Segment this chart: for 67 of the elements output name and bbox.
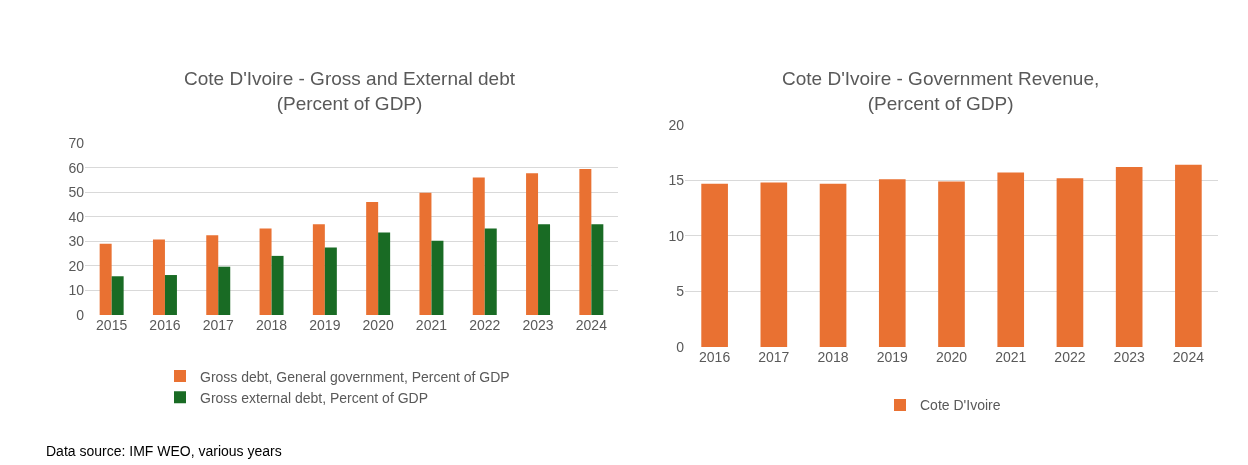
bar — [472, 177, 485, 316]
x-tick-label: 2017 — [202, 317, 235, 334]
x-tick-label: 2020 — [935, 348, 968, 365]
y-tick-label: 15 — [668, 172, 685, 189]
bar — [538, 224, 551, 316]
x-tick-label: 2024 — [1172, 348, 1205, 365]
bar — [164, 275, 177, 316]
bar — [206, 235, 219, 316]
x-tick-label: 2024 — [575, 317, 608, 334]
bar — [579, 168, 592, 316]
bar — [1056, 178, 1084, 347]
x-tick-label: 2017 — [758, 348, 790, 365]
x-tick-label: 2019 — [876, 348, 909, 365]
bar — [701, 183, 728, 347]
bar — [526, 173, 539, 316]
bar — [111, 276, 124, 316]
bar — [324, 247, 337, 316]
bar — [378, 232, 391, 316]
x-tick-label: 2016 — [149, 317, 181, 334]
x-tick-label: 2018 — [817, 348, 849, 365]
y-tick-label: 10 — [668, 227, 685, 244]
x-tick-label: 2015 — [96, 317, 128, 334]
y-tick-label: 70 — [68, 135, 85, 152]
bar — [760, 182, 788, 347]
x-tick-label: 2021 — [415, 317, 448, 334]
bar — [259, 228, 272, 316]
x-tick-label: 2021 — [995, 348, 1027, 365]
x-tick-label: 2019 — [309, 317, 341, 334]
source-note: Data source: IMF WEO, various years — [46, 443, 282, 459]
x-tick-label: 2023 — [522, 317, 554, 334]
x-tick-label: 2023 — [1113, 348, 1145, 365]
bar — [99, 243, 112, 316]
y-tick-label: 0 — [676, 338, 685, 355]
bar — [152, 239, 165, 316]
bar — [591, 224, 604, 316]
y-tick-label: 0 — [76, 306, 85, 323]
chart-title: Cote D'Ivoire - Government Revenue, (Percent of GDP) — [782, 68, 1100, 114]
y-tick-label: 20 — [68, 257, 85, 274]
bar — [431, 240, 444, 316]
bar — [997, 172, 1025, 347]
bar — [878, 179, 906, 347]
x-tick-label: 2018 — [255, 317, 288, 334]
y-tick-label: 50 — [68, 184, 85, 201]
bar — [1175, 164, 1202, 347]
y-tick-label: 10 — [68, 282, 85, 299]
legend-label: Cote D'Ivoire — [920, 397, 1001, 414]
bar — [271, 255, 284, 316]
bar — [312, 224, 325, 316]
legend-label: Gross debt, General government, Percent of GDP — [200, 368, 510, 385]
y-tick-label: 5 — [676, 283, 685, 300]
chart-title: Cote D'Ivoire - Gross and External debt (Percent of GDP) — [184, 68, 516, 114]
legend-label: Gross external debt, Percent of GDP — [200, 389, 428, 406]
bar — [1115, 167, 1143, 347]
x-tick-label: 2016 — [699, 348, 731, 365]
x-tick-label: 2020 — [362, 317, 394, 334]
y-tick-label: 40 — [68, 208, 85, 225]
x-tick-label: 2022 — [469, 317, 501, 334]
bar — [819, 183, 847, 347]
x-tick-label: 2022 — [1054, 348, 1086, 365]
bar — [366, 202, 379, 316]
y-tick-label: 30 — [68, 233, 85, 250]
bar — [484, 228, 497, 316]
y-tick-label: 60 — [68, 159, 85, 176]
bar — [938, 181, 965, 347]
y-tick-label: 20 — [668, 116, 685, 133]
bar — [218, 266, 231, 316]
bar — [419, 192, 432, 316]
